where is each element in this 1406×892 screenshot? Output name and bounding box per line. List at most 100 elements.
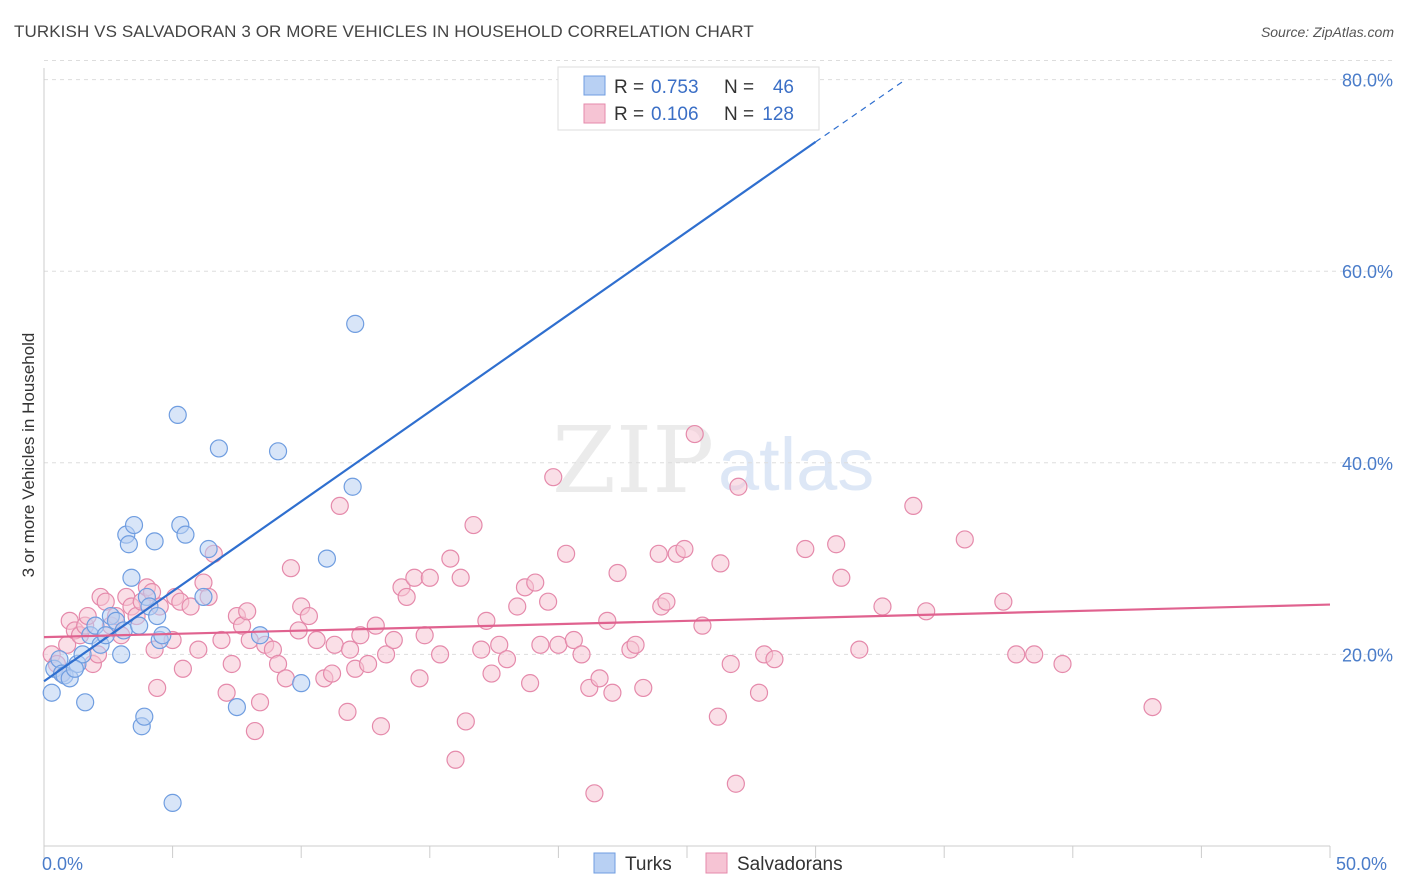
salvadorans-point [1025, 645, 1044, 664]
salvadorans-point [276, 669, 295, 688]
salvadorans-point [729, 477, 748, 496]
salvadorans-trend-line [43, 603, 1331, 639]
salvadorans-point [451, 568, 470, 587]
salvadorans-point [749, 683, 769, 702]
legend-salvadorans-n-label: N = [724, 104, 754, 125]
salvadorans-point [608, 563, 627, 583]
salvadorans-point [456, 712, 475, 731]
salvadorans-point [539, 592, 558, 611]
salvadorans-point [268, 654, 288, 674]
salvadorans-point [245, 721, 265, 741]
legend-turks-n-value: 46 [773, 77, 794, 98]
salvadorans-point [765, 650, 784, 669]
turks-point [292, 674, 311, 693]
salvadorans-point [708, 707, 727, 726]
watermark: ZIP atlas [552, 407, 874, 514]
y-axis-title: 3 or more Vehicles in Household [19, 333, 38, 578]
salvadorans-point [598, 611, 617, 630]
turks-point [194, 587, 213, 607]
salvadorans-point [322, 664, 342, 683]
turks-points [42, 84, 812, 812]
salvadorans-point [490, 635, 509, 654]
turks-point [119, 535, 138, 554]
turks-point [163, 793, 182, 812]
turks-point [145, 532, 164, 551]
salvadorans-point [384, 630, 403, 650]
salvadorans-point [590, 669, 609, 688]
salvadorans-point [415, 626, 434, 645]
salvadorans-point [955, 530, 974, 549]
salvadorans-point [827, 535, 846, 554]
y-tick-label: 20.0% [1342, 645, 1393, 665]
legend-turks-n-label: N = [724, 77, 754, 98]
salvadorans-point [366, 616, 385, 635]
watermark-zip: ZIP [552, 407, 714, 514]
salvadorans-point [338, 702, 357, 721]
salvadorans-point [1143, 697, 1162, 717]
salvadorans-point [212, 630, 231, 650]
salvadorans-point [549, 635, 568, 654]
salvadorans-point [796, 539, 815, 559]
chart-title: TURKISH VS SALVADORAN 3 OR MORE VEHICLES… [14, 22, 754, 41]
salvadorans-point [464, 515, 483, 535]
salvadorans-point [307, 630, 326, 650]
turks-point [124, 515, 144, 535]
legend-salvadorans-r-value: 0.106 [651, 104, 699, 125]
salvadorans-point [1053, 654, 1072, 674]
salvadorans-point [1007, 645, 1026, 664]
y-tick-label: 40.0% [1342, 454, 1393, 474]
salvadorans-point [371, 717, 391, 736]
salvadorans-point [873, 597, 892, 616]
salvadorans-point [649, 544, 668, 563]
salvadorans-point [430, 645, 450, 664]
salvadorans-point [222, 654, 241, 674]
salvadorans-point [330, 496, 349, 516]
salvadorans-point [557, 544, 576, 563]
y-axis-tick-labels: 20.0% 40.0% 60.0% 80.0% [1342, 71, 1393, 666]
salvadorans-point [446, 750, 465, 769]
legend-top: R = 0.753 N = 46 R = 0.106 N = 128 [557, 66, 820, 131]
salvadorans-point [376, 645, 396, 664]
turks-point [343, 477, 362, 496]
salvadorans-point [482, 664, 501, 683]
legend-bottom: Turks Salvadorans [593, 852, 843, 875]
salvadorans-point [726, 774, 745, 793]
salvadorans-point [420, 568, 439, 587]
trend-lines [43, 79, 1331, 683]
salvadorans-point [564, 630, 583, 650]
y-tick-label: 80.0% [1342, 71, 1393, 91]
salvadorans-point [832, 568, 851, 587]
salvadorans-point [340, 640, 360, 659]
salvadorans-point [711, 554, 730, 573]
salvadorans-point [626, 635, 645, 654]
turks-trend-extension [815, 79, 906, 143]
salvadorans-point [994, 592, 1013, 611]
salvadorans-point [603, 683, 622, 702]
turks-point [176, 525, 195, 544]
salvadorans-point [585, 784, 604, 803]
turks-point [168, 405, 187, 424]
legend-bottom-salvadorans-swatch [705, 852, 728, 874]
y-tick-label: 60.0% [1342, 262, 1393, 282]
turks-point [209, 439, 228, 458]
turks-point [122, 568, 141, 587]
salvadorans-point [299, 606, 319, 626]
salvadorans-point [544, 468, 563, 487]
salvadorans-point [217, 683, 236, 702]
turks-point [42, 683, 61, 702]
salvadorans-points [42, 424, 1162, 803]
turks-point [268, 442, 288, 461]
source-credit: Source: ZipAtlas.com [1260, 24, 1394, 40]
legend-salvadorans-swatch [583, 103, 606, 124]
salvadorans-point [721, 654, 740, 674]
x-axis-ticks [43, 846, 1331, 858]
salvadorans-point [405, 568, 424, 587]
salvadorans-point [657, 592, 676, 611]
salvadorans-point [521, 674, 540, 693]
legend-salvadorans-n-value: 128 [762, 104, 794, 125]
legend-bottom-turks-label: Turks [625, 854, 672, 875]
legend-bottom-turks-swatch [593, 852, 616, 874]
salvadorans-point [358, 654, 378, 674]
salvadorans-point [441, 549, 460, 568]
legend-bottom-salvadorans-label: Salvadorans [737, 854, 843, 875]
